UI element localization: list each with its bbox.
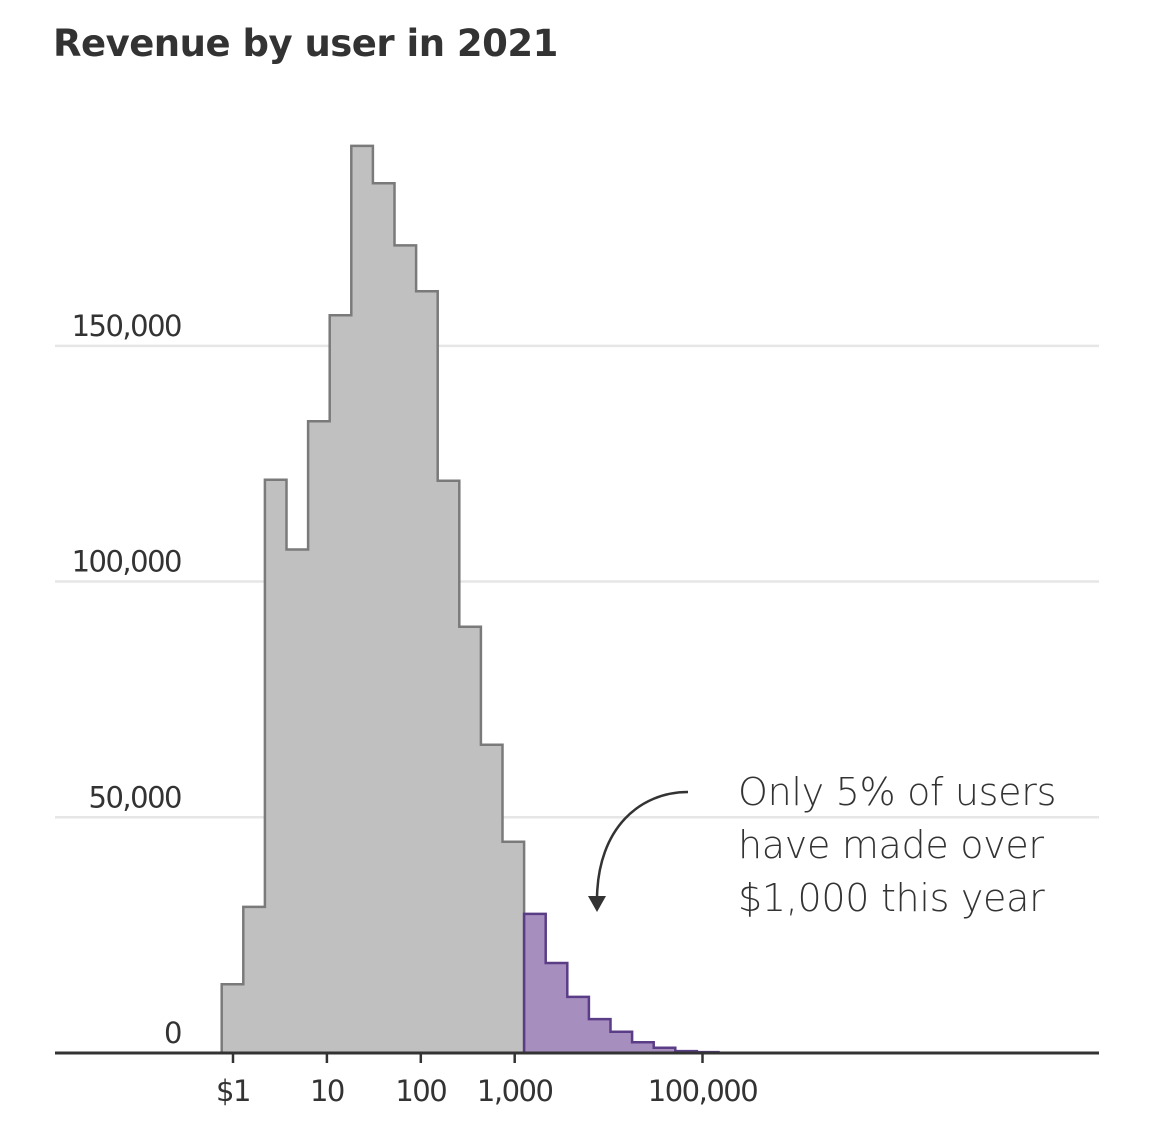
x-tick-label: 10 [310,1074,344,1108]
y-tick-label: 0 [164,1016,181,1050]
x-tick-label: $1 [216,1074,250,1108]
y-tick-label: 100,000 [72,545,181,579]
histogram-bar [264,479,288,1053]
histogram-bar [502,841,525,1053]
x-tick-label: 100 [395,1074,446,1108]
curved-arrow-line [595,790,689,899]
histogram-bar [653,1047,676,1053]
histogram-bar [480,744,504,1053]
histogram-bar [610,1031,633,1053]
histogram-bar [545,962,568,1053]
histogram-bar [221,984,244,1053]
histogram-bar [459,626,482,1053]
series-outline-over-1000 [522,912,720,1054]
annotation-line-1: Only 5% of users [738,770,1057,814]
x-tick-label: 1,000 [477,1074,553,1108]
histogram-bar [588,1019,612,1053]
histogram-bar [351,145,374,1053]
histogram-outlines [220,144,720,1054]
annotation-arrow [588,790,689,912]
histogram-bar [416,291,439,1053]
histogram-bar [567,996,590,1053]
x-tick-label: 100,000 [648,1074,757,1108]
histogram-bar [632,1042,655,1053]
histogram-bar [437,480,460,1053]
y-tick-label: 50,000 [89,780,182,814]
annotation-line-2: have made over [738,823,1044,867]
arrow-head-icon [588,896,606,912]
histogram-bar [524,913,547,1053]
histogram-bar [372,183,396,1053]
y-tick-label: 150,000 [72,309,181,343]
chart-title: Revenue by user in 2021 [53,22,558,65]
annotation-text: Only 5% of users have made over $1,000 t… [738,766,1056,925]
histogram-bar [329,315,352,1053]
gridlines [55,344,1099,819]
histogram-bar [243,906,266,1053]
x-axis [55,1051,1099,1063]
series-outline-under-1000 [220,144,526,1053]
histogram-bar [394,245,417,1053]
histogram-bars [221,145,720,1053]
histogram-bar [286,549,309,1053]
histogram-bar [308,421,331,1053]
y-axis-labels: 0 50,000 100,000 150,000 [72,309,183,1050]
x-axis-labels: $1 10 100 1,000 100,000 [216,1074,759,1108]
annotation-line-3: $1,000 this year [738,876,1045,920]
